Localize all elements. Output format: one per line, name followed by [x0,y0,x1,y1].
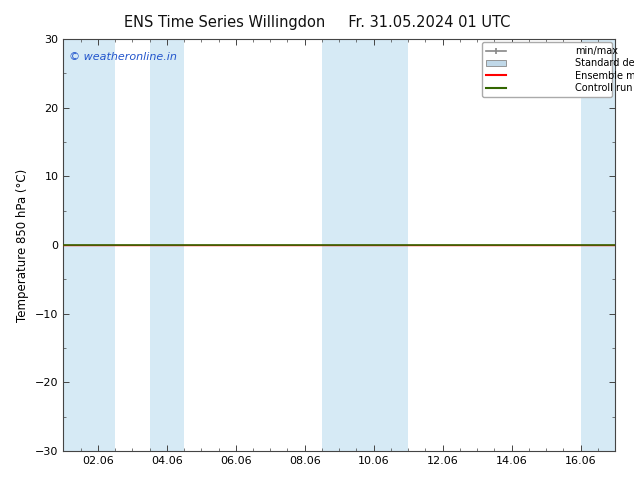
Bar [63,39,115,451]
Text: ENS Time Series Willingdon     Fr. 31.05.2024 01 UTC: ENS Time Series Willingdon Fr. 31.05.202… [124,15,510,30]
Bar [322,39,408,451]
Bar [150,39,184,451]
Legend: min/max, Standard deviation, Ensemble mean run, Controll run: min/max, Standard deviation, Ensemble me… [482,42,612,97]
Bar [581,39,615,451]
Y-axis label: Temperature 850 hPa (°C): Temperature 850 hPa (°C) [16,169,30,321]
Text: © weatheronline.in: © weatheronline.in [69,51,177,62]
